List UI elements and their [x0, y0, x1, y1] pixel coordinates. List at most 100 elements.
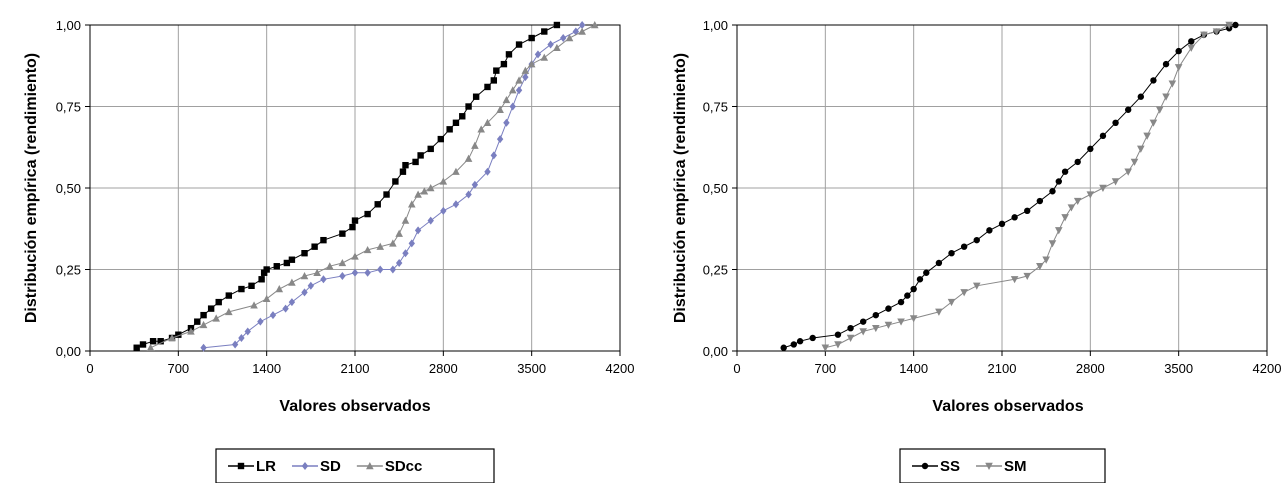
chart-left-point-sd: [257, 317, 264, 326]
chart-right-point-sm: [947, 298, 956, 307]
chart-right-point-sm: [834, 341, 842, 349]
chart-left-point-sdcc: [250, 301, 258, 309]
chart-right-point-sm: [1200, 31, 1208, 39]
chart-left-x-tick-label: 1400: [252, 361, 281, 376]
chart-right-point-ss: [897, 298, 905, 306]
chart-right-point-ss: [872, 311, 880, 319]
chart-right-y-tick-label: 0,25: [703, 263, 728, 278]
chart-left-point-lr: [541, 28, 548, 35]
chart-left-point-sdcc: [199, 320, 208, 329]
chart-left-legend-swatch-marker: [301, 462, 309, 470]
chart-right-point-sm: [872, 324, 880, 333]
chart-left-point-lr: [472, 93, 480, 100]
chart-left-point-sdcc: [590, 21, 599, 29]
chart-right-point-sm: [1048, 240, 1057, 248]
chart-right-series-sm: [821, 21, 1233, 352]
chart-left-point-lr: [320, 236, 327, 244]
chart-left-point-sd: [414, 226, 422, 235]
chart-left-point-lr: [427, 145, 434, 153]
chart-left-point-sdcc: [540, 53, 549, 61]
chart-left-point-lr: [374, 201, 381, 208]
chart-left-point-sdcc: [414, 190, 422, 198]
chart-left-point-lr: [528, 34, 535, 42]
chart-right-point-ss: [1036, 197, 1044, 205]
chart-left-legend-item: SDcc: [356, 458, 422, 475]
chart-right-point-ss: [973, 236, 980, 244]
chart-left-point-lr: [452, 119, 460, 126]
chart-left-point-sd: [578, 21, 586, 29]
chart-left-point-sdcc: [565, 34, 574, 42]
chart-left-point-sd: [560, 34, 567, 43]
chart-right-legend-label: SM: [1004, 458, 1027, 475]
chart-left-point-lr: [207, 305, 215, 312]
chart-right-point-ss: [1150, 77, 1157, 84]
chart-left-y-ticks: 0,00 0,25 0,50 0,75 1,00: [56, 18, 90, 359]
chart-right-x-tick-label: 0: [733, 361, 740, 376]
chart-left-point-sdcc: [288, 278, 296, 286]
chart-left-point-lr: [392, 178, 399, 185]
chart-right-point-ss: [1049, 188, 1056, 195]
chart-right-y-axis-label: Distribución empírica (rendimiento): [672, 53, 689, 323]
chart-right-point-sm: [1143, 132, 1151, 140]
chart-left-point-sd: [231, 340, 239, 349]
chart-left-series-sdcc: [146, 21, 599, 351]
chart-left-x-tick-label: 4200: [606, 361, 635, 376]
chart-left-point-sdcc: [464, 154, 473, 162]
chart-left-series-sd: [200, 21, 586, 352]
chart-right-point-ss: [998, 220, 1006, 228]
chart-right-point-sm: [1174, 64, 1183, 72]
chart-right-point-ss: [1024, 207, 1031, 215]
chart-left-point-sd: [440, 206, 447, 215]
chart-right-point-ss: [904, 292, 911, 299]
chart-right-legend: SS SM: [899, 448, 1106, 483]
chart-left-grid: [90, 25, 620, 351]
chart-left-point-sdcc: [168, 333, 176, 342]
chart-left-point-lr: [263, 266, 270, 273]
chart-right-point-sm: [1137, 145, 1145, 153]
chart-left-point-lr: [465, 103, 472, 110]
chart-left-point-lr: [194, 318, 201, 325]
chart-left-point-sdcc: [187, 327, 195, 335]
chart-left-y-tick-label: 0,25: [56, 263, 81, 278]
chart-left-point-sd: [351, 268, 359, 277]
chart-left-point-sd: [547, 40, 554, 49]
chart-left-point-sd: [484, 167, 491, 176]
chart-left-point-lr: [175, 331, 182, 338]
chart-left-point-sdcc: [578, 27, 586, 35]
chart-left-point-sd: [377, 265, 384, 274]
chart-left-point-sdcc: [527, 60, 536, 68]
chart-left-y-tick-label: 0,75: [56, 100, 81, 115]
chart-left-point-sd: [496, 135, 504, 144]
chart-right-point-sm: [1023, 272, 1032, 281]
chart-right-legend-swatch-marker: [921, 462, 929, 470]
chart-left-point-sd: [288, 298, 296, 307]
chart-right-series-ss: [780, 21, 1239, 351]
chart-right-point-sm: [1225, 21, 1233, 29]
chart-right-point-ss: [780, 344, 787, 351]
chart-right-point-sm: [1212, 28, 1221, 36]
chart-left-point-sd: [244, 327, 251, 336]
chart-right-point-sm: [1073, 197, 1082, 206]
chart-left-point-lr: [339, 230, 346, 237]
chart-left-point-sdcc: [395, 229, 403, 237]
chart-right-point-sm: [1061, 214, 1069, 222]
chart-left-point-lr: [258, 276, 265, 283]
chart-right-x-tick-label: 3500: [1164, 361, 1193, 376]
chart-left-point-sd: [238, 333, 245, 342]
chart-right-point-ss: [986, 227, 993, 234]
chart-left-x-tick-label: 2100: [341, 361, 370, 376]
chart-right-point-ss: [790, 341, 797, 348]
chart-left-point-sd: [402, 249, 409, 258]
chart-right-x-axis-label: Valores observados: [932, 398, 1083, 415]
chart-right-point-ss: [910, 285, 917, 293]
chart-right-x-tick-label: 1400: [899, 361, 928, 376]
chart-left-y-tick-label: 0,00: [56, 344, 81, 359]
chart-left-point-sdcc: [439, 177, 448, 185]
chart-left-point-lr: [351, 217, 359, 224]
chart-left-point-sdcc: [521, 66, 530, 74]
chart-left-point-sd: [320, 275, 327, 284]
chart-right-x-tick-label: 2100: [988, 361, 1017, 376]
chart-left-point-lr: [349, 223, 356, 231]
chart-left-point-lr: [200, 311, 207, 319]
chart-left-point-sdcc: [225, 307, 233, 316]
